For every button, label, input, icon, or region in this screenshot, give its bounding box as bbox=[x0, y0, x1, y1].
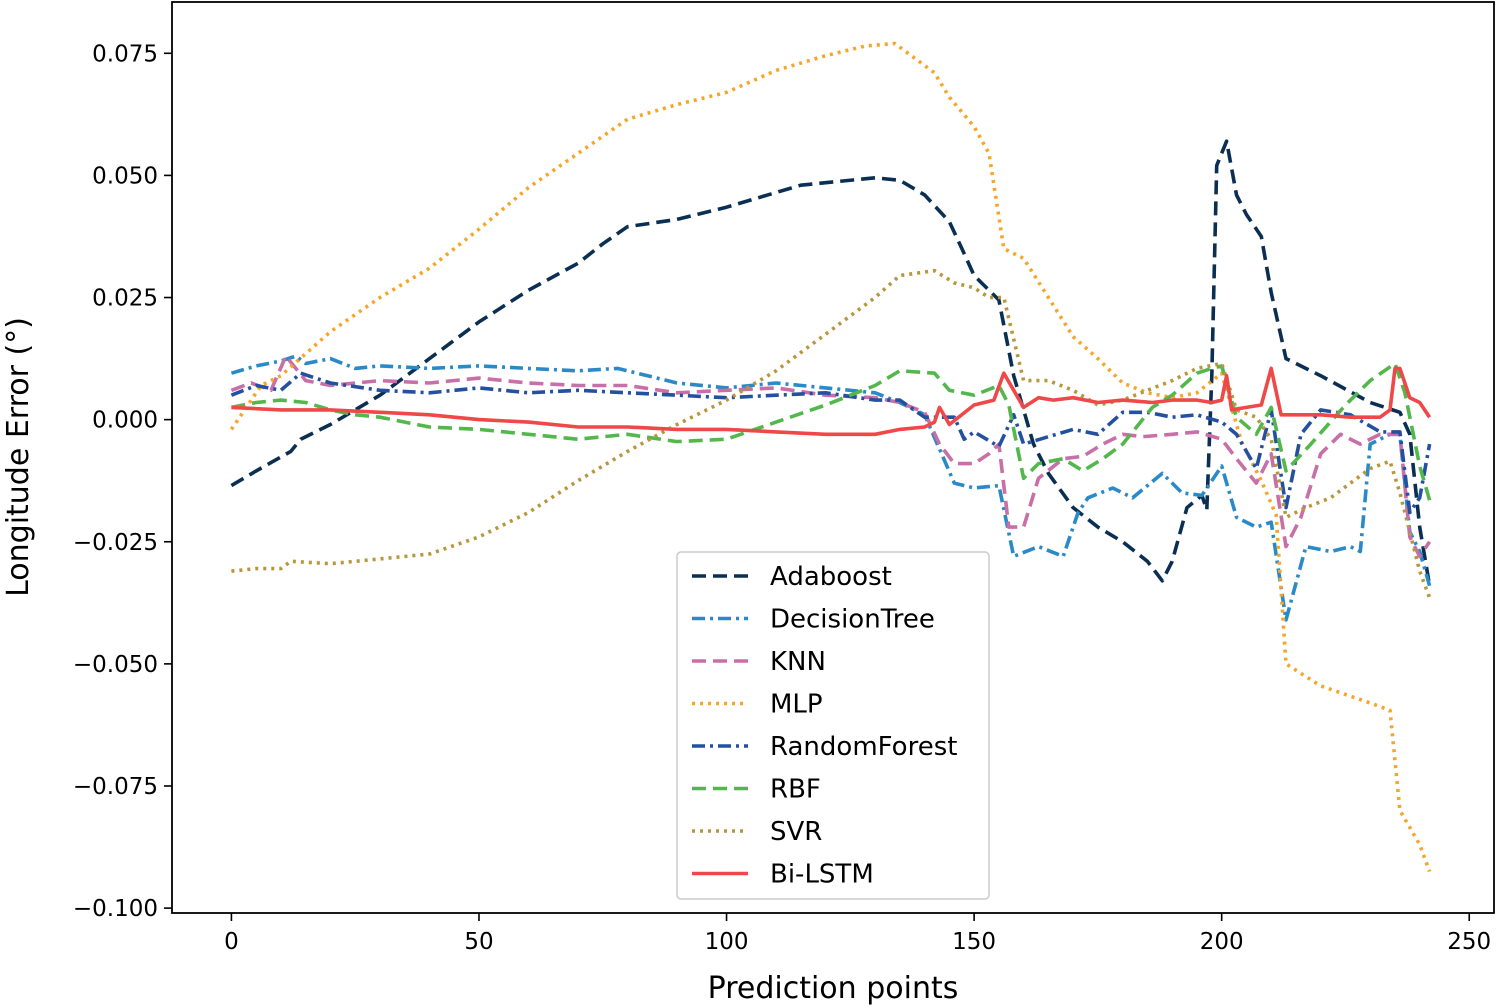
legend-label-decisiontree: DecisionTree bbox=[770, 605, 935, 635]
series-line-knn bbox=[230, 354, 1432, 559]
legend: Adaboost DecisionTree KNN MLP RandomForest RB… bbox=[676, 551, 990, 900]
x-axis-label: Prediction points bbox=[708, 971, 959, 1006]
plot-area-frame bbox=[171, 1, 1495, 914]
legend-label-rbf: RBF bbox=[770, 775, 821, 805]
y-tick-label: −0.075 bbox=[73, 774, 158, 800]
y-tick-label: 0.025 bbox=[92, 286, 158, 312]
legend-label-knn: KNN bbox=[770, 647, 826, 677]
legend-label-svr: SVR bbox=[770, 817, 822, 847]
series-line-bi-lstm bbox=[231, 366, 1432, 437]
x-tick-label: 0 bbox=[224, 929, 239, 955]
series-line-adaboost bbox=[230, 139, 1432, 586]
x-tick-label: 50 bbox=[464, 929, 493, 955]
y-tick-label: 0.050 bbox=[92, 163, 158, 189]
series-line-randomforest bbox=[230, 371, 1432, 515]
legend-label-adaboost: Adaboost bbox=[770, 562, 892, 592]
series-line-mlp bbox=[229, 41, 1432, 873]
x-tick-label: 100 bbox=[705, 929, 749, 955]
y-tick-label: −0.100 bbox=[73, 896, 158, 922]
y-tick-label: −0.025 bbox=[73, 530, 158, 556]
y-tick-label: 0.000 bbox=[92, 408, 158, 434]
legend-label-mlp: MLP bbox=[770, 690, 823, 720]
legend-label-bi-lstm: Bi-LSTM bbox=[770, 860, 874, 890]
y-axis-label: Longitude Error (°) bbox=[1, 317, 36, 597]
legend-label-randomforest: RandomForest bbox=[770, 732, 957, 762]
x-tick-label: 200 bbox=[1200, 929, 1244, 955]
legend-box bbox=[676, 551, 990, 900]
y-tick-label: −0.050 bbox=[73, 652, 158, 678]
x-tick-label: 250 bbox=[1447, 929, 1491, 955]
x-tick-label: 150 bbox=[952, 929, 996, 955]
y-tick-label: 0.075 bbox=[92, 41, 158, 67]
series-line-rbf bbox=[231, 361, 1432, 501]
